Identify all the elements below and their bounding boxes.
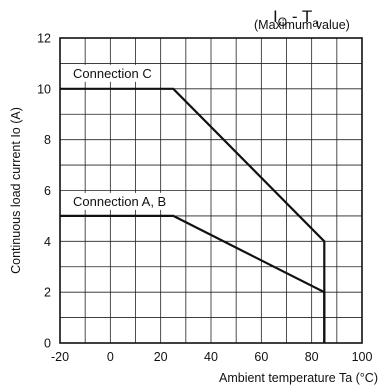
y-tick-label: 2 [44, 286, 51, 300]
x-tick-label: 20 [154, 350, 168, 364]
title-dash: - T [287, 7, 312, 26]
title-main-sub: O [278, 15, 287, 29]
y-tick-label: 12 [37, 32, 51, 46]
series-label-bg-connection-c [70, 64, 155, 82]
series-layer [60, 87, 326, 343]
plot-frame [59, 37, 363, 344]
y-tick-label: 4 [44, 235, 51, 249]
series-line-1 [60, 214, 326, 343]
x-tick-labels: -20 0 20 40 60 80 100 [51, 350, 373, 364]
y-tick-label: 0 [44, 337, 51, 351]
series-label-connection-c: Connection C [73, 66, 152, 81]
x-tick-label: 0 [107, 350, 114, 364]
y-tick-label: 6 [44, 184, 51, 198]
series-label-connection-a-b: Connection A, B [73, 194, 166, 209]
x-tick-label: 60 [254, 350, 268, 364]
title-qualifier: (Maximum value) [254, 18, 350, 32]
y-axis-label: Continuous load current Io (A) [9, 107, 23, 274]
x-tick-label: 40 [204, 350, 218, 364]
y-tick-labels: 0 2 4 6 8 10 12 [37, 32, 51, 351]
x-tick-label: 100 [352, 350, 373, 364]
y-tick-label: 8 [44, 133, 51, 147]
grid [60, 38, 362, 343]
series-label-bg-connection-a-b [70, 192, 170, 210]
title-main: I [273, 7, 278, 26]
x-tick-label: -20 [51, 350, 69, 364]
y-tick-label: 10 [37, 82, 51, 96]
x-tick-label: 80 [305, 350, 319, 364]
title-dash-sub: a [312, 16, 319, 30]
x-axis-label: Ambient temperature Ta (°C) [219, 371, 378, 385]
chart-title: IO - Ta [273, 7, 319, 30]
